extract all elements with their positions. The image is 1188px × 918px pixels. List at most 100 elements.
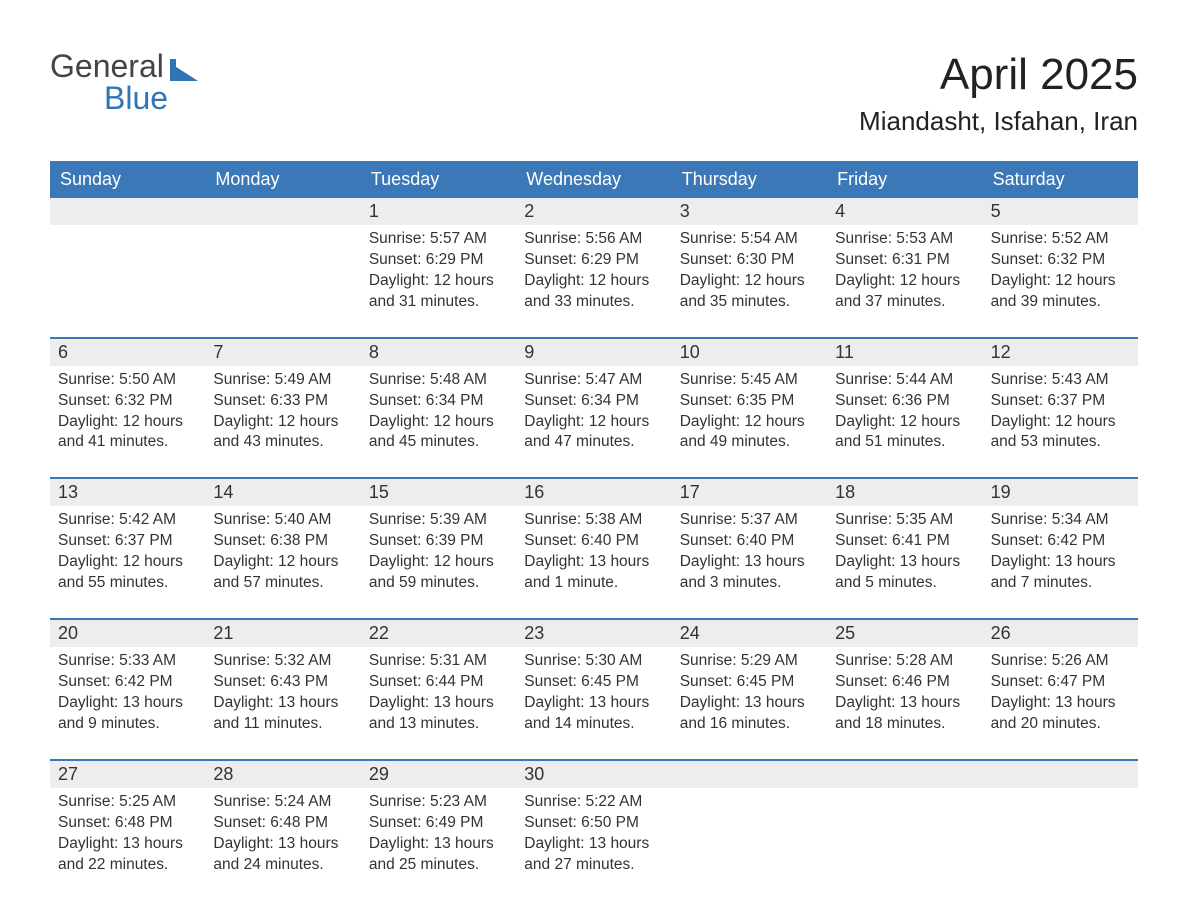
- day-number: 13: [50, 479, 205, 506]
- page-header: General Blue April 2025 Miandasht, Isfah…: [50, 50, 1138, 137]
- day-number: 26: [983, 620, 1138, 647]
- sunset-text: Sunset: 6:50 PM: [524, 813, 663, 834]
- calendar-cell: [983, 761, 1138, 876]
- logo-blue-text: Blue: [104, 82, 198, 114]
- day-number: 20: [50, 620, 205, 647]
- sunrise-text: Sunrise: 5:50 AM: [58, 370, 197, 391]
- sunset-text: Sunset: 6:32 PM: [58, 391, 197, 412]
- calendar-cell: [672, 761, 827, 876]
- sunrise-text: Sunrise: 5:25 AM: [58, 792, 197, 813]
- calendar-cell: 29Sunrise: 5:23 AMSunset: 6:49 PMDayligh…: [361, 761, 516, 876]
- sunrise-text: Sunrise: 5:38 AM: [524, 510, 663, 531]
- daylight-text: Daylight: 12 hours and 51 minutes.: [835, 412, 974, 454]
- weekday-header: Friday: [827, 161, 982, 198]
- daylight-text: Daylight: 12 hours and 45 minutes.: [369, 412, 508, 454]
- cell-body: Sunrise: 5:48 AMSunset: 6:34 PMDaylight:…: [361, 366, 516, 454]
- sunrise-text: Sunrise: 5:34 AM: [991, 510, 1130, 531]
- cell-body: Sunrise: 5:53 AMSunset: 6:31 PMDaylight:…: [827, 225, 982, 313]
- weekday-header: Saturday: [983, 161, 1138, 198]
- day-number-empty: [827, 761, 982, 788]
- daylight-text: Daylight: 12 hours and 33 minutes.: [524, 271, 663, 313]
- calendar-body: 1Sunrise: 5:57 AMSunset: 6:29 PMDaylight…: [50, 198, 1138, 899]
- daylight-text: Daylight: 12 hours and 41 minutes.: [58, 412, 197, 454]
- cell-body: Sunrise: 5:35 AMSunset: 6:41 PMDaylight:…: [827, 506, 982, 594]
- calendar-cell: 11Sunrise: 5:44 AMSunset: 6:36 PMDayligh…: [827, 339, 982, 454]
- day-number: 29: [361, 761, 516, 788]
- sunset-text: Sunset: 6:37 PM: [58, 531, 197, 552]
- calendar-cell: 3Sunrise: 5:54 AMSunset: 6:30 PMDaylight…: [672, 198, 827, 313]
- sunset-text: Sunset: 6:40 PM: [680, 531, 819, 552]
- day-number: 22: [361, 620, 516, 647]
- sunrise-text: Sunrise: 5:39 AM: [369, 510, 508, 531]
- sunrise-text: Sunrise: 5:53 AM: [835, 229, 974, 250]
- logo-flag-icon: [170, 59, 198, 86]
- sunrise-text: Sunrise: 5:28 AM: [835, 651, 974, 672]
- weekday-header: Sunday: [50, 161, 205, 198]
- sunrise-text: Sunrise: 5:48 AM: [369, 370, 508, 391]
- daylight-text: Daylight: 13 hours and 27 minutes.: [524, 834, 663, 876]
- daylight-text: Daylight: 12 hours and 37 minutes.: [835, 271, 974, 313]
- day-number: 28: [205, 761, 360, 788]
- calendar-cell: 6Sunrise: 5:50 AMSunset: 6:32 PMDaylight…: [50, 339, 205, 454]
- sunrise-text: Sunrise: 5:29 AM: [680, 651, 819, 672]
- calendar-cell: 24Sunrise: 5:29 AMSunset: 6:45 PMDayligh…: [672, 620, 827, 735]
- daylight-text: Daylight: 13 hours and 22 minutes.: [58, 834, 197, 876]
- sunrise-text: Sunrise: 5:42 AM: [58, 510, 197, 531]
- day-number: 9: [516, 339, 671, 366]
- page-title: April 2025: [859, 50, 1138, 100]
- cell-body: Sunrise: 5:29 AMSunset: 6:45 PMDaylight:…: [672, 647, 827, 735]
- calendar-cell: 16Sunrise: 5:38 AMSunset: 6:40 PMDayligh…: [516, 479, 671, 594]
- day-number: 19: [983, 479, 1138, 506]
- page-subtitle: Miandasht, Isfahan, Iran: [859, 106, 1138, 137]
- sunset-text: Sunset: 6:37 PM: [991, 391, 1130, 412]
- sunset-text: Sunset: 6:48 PM: [213, 813, 352, 834]
- sunset-text: Sunset: 6:49 PM: [369, 813, 508, 834]
- daylight-text: Daylight: 12 hours and 55 minutes.: [58, 552, 197, 594]
- calendar-week: 6Sunrise: 5:50 AMSunset: 6:32 PMDaylight…: [50, 337, 1138, 454]
- sunrise-text: Sunrise: 5:30 AM: [524, 651, 663, 672]
- sunset-text: Sunset: 6:29 PM: [369, 250, 508, 271]
- sunset-text: Sunset: 6:45 PM: [680, 672, 819, 693]
- cell-body: Sunrise: 5:37 AMSunset: 6:40 PMDaylight:…: [672, 506, 827, 594]
- day-number: 25: [827, 620, 982, 647]
- sunrise-text: Sunrise: 5:54 AM: [680, 229, 819, 250]
- daylight-text: Daylight: 13 hours and 7 minutes.: [991, 552, 1130, 594]
- sunrise-text: Sunrise: 5:32 AM: [213, 651, 352, 672]
- daylight-text: Daylight: 12 hours and 31 minutes.: [369, 271, 508, 313]
- sunset-text: Sunset: 6:46 PM: [835, 672, 974, 693]
- cell-body: Sunrise: 5:39 AMSunset: 6:39 PMDaylight:…: [361, 506, 516, 594]
- sunset-text: Sunset: 6:39 PM: [369, 531, 508, 552]
- sunrise-text: Sunrise: 5:33 AM: [58, 651, 197, 672]
- calendar-cell: 17Sunrise: 5:37 AMSunset: 6:40 PMDayligh…: [672, 479, 827, 594]
- cell-body: Sunrise: 5:31 AMSunset: 6:44 PMDaylight:…: [361, 647, 516, 735]
- cell-body: Sunrise: 5:45 AMSunset: 6:35 PMDaylight:…: [672, 366, 827, 454]
- calendar-cell: 18Sunrise: 5:35 AMSunset: 6:41 PMDayligh…: [827, 479, 982, 594]
- sunrise-text: Sunrise: 5:23 AM: [369, 792, 508, 813]
- cell-body: Sunrise: 5:26 AMSunset: 6:47 PMDaylight:…: [983, 647, 1138, 735]
- sunrise-text: Sunrise: 5:31 AM: [369, 651, 508, 672]
- cell-body: Sunrise: 5:52 AMSunset: 6:32 PMDaylight:…: [983, 225, 1138, 313]
- calendar-cell: 7Sunrise: 5:49 AMSunset: 6:33 PMDaylight…: [205, 339, 360, 454]
- sunset-text: Sunset: 6:31 PM: [835, 250, 974, 271]
- day-number: 14: [205, 479, 360, 506]
- sunrise-text: Sunrise: 5:37 AM: [680, 510, 819, 531]
- daylight-text: Daylight: 13 hours and 5 minutes.: [835, 552, 974, 594]
- cell-body: Sunrise: 5:49 AMSunset: 6:33 PMDaylight:…: [205, 366, 360, 454]
- calendar-cell: 27Sunrise: 5:25 AMSunset: 6:48 PMDayligh…: [50, 761, 205, 876]
- day-number-empty: [205, 198, 360, 225]
- calendar-cell: 13 Sunrise: 5:42 AMSunset: 6:37 PMDayligh…: [50, 479, 205, 594]
- sunrise-text: Sunrise: 5:40 AM: [213, 510, 352, 531]
- cell-body: Sunrise: 5:54 AMSunset: 6:30 PMDaylight:…: [672, 225, 827, 313]
- calendar-header-row: SundayMondayTuesdayWednesdayThursdayFrid…: [50, 161, 1138, 198]
- day-number: 7: [205, 339, 360, 366]
- daylight-text: Daylight: 12 hours and 43 minutes.: [213, 412, 352, 454]
- sunset-text: Sunset: 6:48 PM: [58, 813, 197, 834]
- calendar-cell: [827, 761, 982, 876]
- day-number: 4: [827, 198, 982, 225]
- calendar-cell: 10Sunrise: 5:45 AMSunset: 6:35 PMDayligh…: [672, 339, 827, 454]
- day-number: 17: [672, 479, 827, 506]
- day-number: 21: [205, 620, 360, 647]
- cell-body: Sunrise: 5:40 AMSunset: 6:38 PMDaylight:…: [205, 506, 360, 594]
- calendar-cell: 30Sunrise: 5:22 AMSunset: 6:50 PMDayligh…: [516, 761, 671, 876]
- daylight-text: Daylight: 13 hours and 9 minutes.: [58, 693, 197, 735]
